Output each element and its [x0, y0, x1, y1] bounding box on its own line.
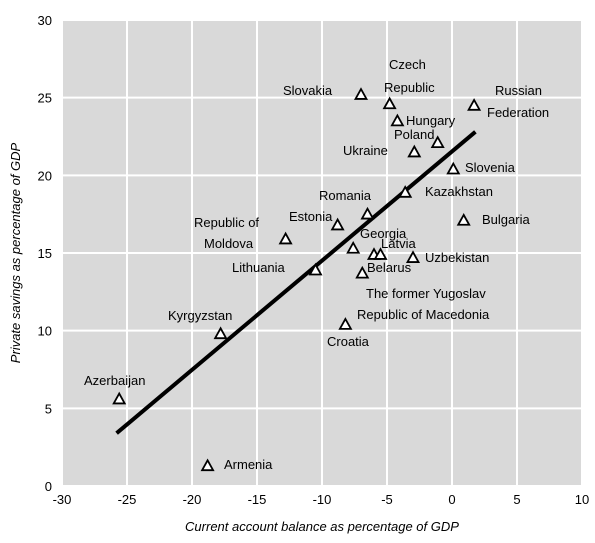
point-label: Slovenia — [465, 160, 516, 175]
point-label: Republic of — [194, 215, 259, 230]
point-label: Uzbekistan — [425, 250, 489, 265]
point-label: Republic of Macedonia — [357, 307, 490, 322]
data-point-marker — [353, 87, 369, 100]
point-label: Azerbaijan — [84, 373, 145, 388]
x-tick-label: 5 — [513, 492, 520, 507]
y-tick-label: 20 — [38, 168, 52, 183]
point-label: Armenia — [224, 457, 273, 472]
data-point-marker — [346, 240, 361, 254]
point-label: Hungary — [406, 113, 456, 128]
x-tick-label: 10 — [575, 492, 589, 507]
y-tick-label: 25 — [38, 91, 52, 106]
data-point-marker — [112, 391, 127, 405]
tick-labels: -30 -25 -20 -15 -10 -5 0 5 10 0 5 10 15 20 25 30 — [38, 13, 590, 507]
data-point-marker — [360, 206, 375, 220]
x-tick-label: -30 — [53, 492, 72, 507]
x-tick-label: -10 — [313, 492, 332, 507]
data-point-marker — [382, 96, 397, 110]
point-label: Belarus — [367, 260, 412, 275]
y-tick-label: 30 — [38, 13, 52, 28]
point-label: Moldova — [204, 236, 254, 251]
data-point-marker — [278, 231, 293, 245]
point-label: Republic — [384, 80, 435, 95]
trendline — [115, 130, 477, 435]
trendline-group — [115, 130, 477, 435]
data-point-marker — [213, 326, 228, 340]
point-label: Kazakhstan — [425, 184, 493, 199]
x-tick-label: -15 — [248, 492, 267, 507]
x-tick-label: -5 — [381, 492, 393, 507]
data-point-marker — [405, 250, 421, 263]
gridlines — [61, 19, 583, 487]
data-point-marker — [338, 317, 353, 330]
y-tick-label: 0 — [45, 479, 52, 494]
point-label: Estonia — [289, 209, 333, 224]
point-label: Kyrgyzstan — [168, 308, 232, 323]
x-axis-title: Current account balance as percentage of… — [185, 519, 459, 534]
data-point-marker — [467, 98, 482, 111]
data-point-marker — [456, 213, 471, 226]
point-label: Federation — [487, 105, 549, 120]
data-point-marker — [446, 161, 461, 175]
data-markers — [112, 87, 482, 472]
x-tick-label: -25 — [118, 492, 137, 507]
point-label: Latvia — [381, 236, 416, 251]
point-label: Romania — [319, 188, 372, 203]
point-label: Bulgaria — [482, 212, 530, 227]
point-label: Lithuania — [232, 260, 286, 275]
point-label: Croatia — [327, 334, 370, 349]
point-label: Slovakia — [283, 83, 333, 98]
point-label: Czech — [389, 57, 426, 72]
data-point-marker — [355, 265, 370, 279]
data-point-marker — [407, 144, 422, 158]
y-tick-label: 10 — [38, 324, 52, 339]
data-point-marker — [200, 458, 215, 472]
x-tick-label: -20 — [183, 492, 202, 507]
x-tick-label: 0 — [448, 492, 455, 507]
point-label: Ukraine — [343, 143, 388, 158]
data-point-marker — [430, 135, 445, 149]
point-label: Georgia — [360, 226, 407, 241]
data-point-marker — [373, 247, 388, 260]
y-tick-label: 5 — [45, 401, 52, 416]
data-point-marker — [390, 113, 405, 127]
y-axis-title: Private savings as percentage of GDP — [8, 142, 23, 363]
point-label: Russian — [495, 83, 542, 98]
point-labels: Azerbaijan Armenia Kyrgyzstan Republic of Mo… — [84, 57, 549, 472]
data-point-marker — [398, 185, 413, 198]
y-tick-label: 15 — [38, 246, 52, 261]
data-point-marker — [330, 217, 345, 231]
point-label: Poland — [394, 127, 434, 142]
data-point-marker — [308, 262, 323, 276]
point-label: The former Yugoslav — [366, 286, 486, 301]
